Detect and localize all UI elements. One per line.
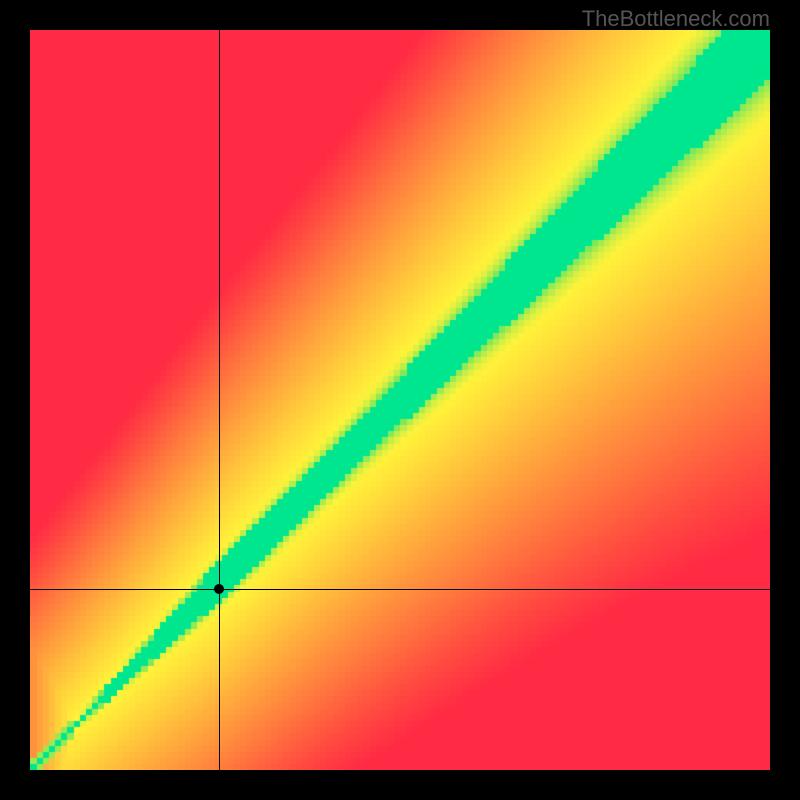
watermark-text: TheBottleneck.com bbox=[582, 6, 770, 32]
selection-marker bbox=[214, 584, 224, 594]
plot-area bbox=[30, 30, 770, 770]
crosshair-vertical bbox=[219, 30, 220, 770]
crosshair-horizontal bbox=[30, 589, 770, 590]
bottleneck-heatmap bbox=[30, 30, 770, 770]
